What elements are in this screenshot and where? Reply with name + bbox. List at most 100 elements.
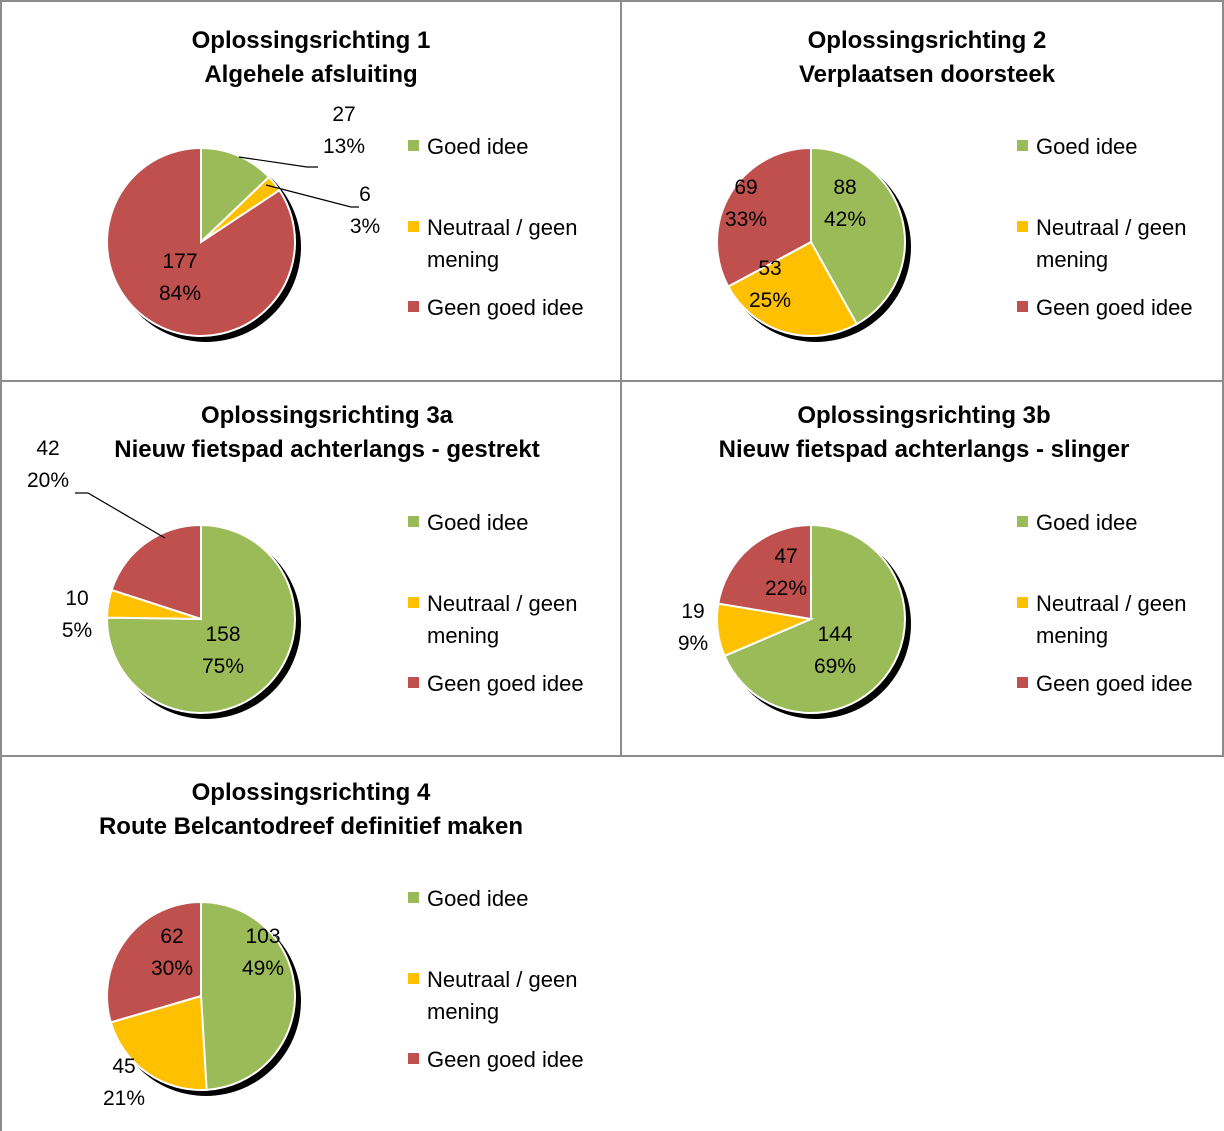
pie-slice-geen [716,146,812,288]
legend: Goed idee Neutraal / geen mening Geen goed … [408,510,584,696]
pie-chart-3: Oplossingsrichting 3a Nieuw fietspad acht… [27,402,584,719]
data-label-percent: 22% [765,577,807,600]
legend-swatch-geen [408,301,419,312]
pie-slice-neutraal [726,240,859,337]
pie-slice-goed [106,523,296,714]
data-label-value: 62 [160,925,183,948]
leader-line [265,184,359,208]
panel-3b [620,380,1224,757]
pie-slice-goed [810,146,906,326]
chart-subtitle: Nieuw fietspad achterlangs - slinger [719,436,1130,463]
pie-slice-geen [106,146,296,337]
legend-label-neutraal: Neutraal / geen mening [427,591,577,648]
legend-label-goed: Goed idee [1036,510,1138,535]
legend-label-goed: Goed idee [427,134,529,159]
legend-label-geen: Geen goed idee [1036,295,1193,320]
legend-label-neutraal: Neutraal / geen mening [1036,591,1186,648]
chart-title: Oplossingsrichting 3a [201,402,454,429]
chart-subtitle: Verplaatsen doorsteek [799,61,1056,88]
data-label-value: 10 [65,587,88,610]
panel-empty [620,755,1224,1131]
legend: Goed idee Neutraal / geen mening Geen goed … [408,886,584,1072]
chart-subtitle: Nieuw fietspad achterlangs - gestrekt [114,436,539,463]
legend: Goed idee Neutraal / geen mening Geen goed … [1017,510,1193,696]
pie-chart-1: Oplossingsrichting 1 Algehele afsluiting 2… [106,27,584,342]
legend-swatch-neutraal [1017,221,1028,232]
data-label-value: 177 [162,250,197,273]
data-label-percent: 5% [62,619,92,642]
panel-2 [620,0,1224,382]
data-label-percent: 33% [725,208,767,231]
data-label-percent: 84% [159,282,201,305]
data-label-percent: 30% [151,957,193,980]
pie-slice-neutraal [109,994,208,1091]
chart-subtitle: Route Belcantodreef definitief maken [99,813,523,840]
legend-swatch-neutraal [1017,597,1028,608]
data-label-value: 27 [332,103,355,126]
data-label-percent: 49% [242,957,284,980]
data-label-value: 103 [245,925,280,948]
chart-title: Oplossingsrichting 2 [808,27,1047,54]
legend-swatch-neutraal [408,221,419,232]
legend-label-neutraal: Neutraal / geen mening [427,215,577,272]
data-label-value: 47 [774,545,797,568]
pie-chart-2: Oplossingsrichting 2 Verplaatsen doorstee… [716,27,1193,342]
legend-label-geen: Geen goed idee [1036,671,1193,696]
chart-title: Oplossingsrichting 3b [797,402,1050,429]
pie-slice-geen [110,523,202,621]
legend-swatch-geen [1017,301,1028,312]
data-label-value: 69 [734,176,757,199]
legend-swatch-goed [1017,140,1028,151]
data-label-value: 53 [758,257,781,280]
data-label-percent: 20% [27,469,69,492]
data-label-value: 6 [359,183,371,206]
data-label-value: 158 [205,623,240,646]
legend-swatch-geen [408,1053,419,1064]
legend-label-goed: Goed idee [427,510,529,535]
legend-swatch-goed [408,140,419,151]
legend-label-geen: Geen goed idee [427,295,584,320]
data-label-value: 42 [36,437,59,460]
pie-slice-geen [106,900,202,1024]
legend-label-neutraal: Neutraal / geen mening [427,967,577,1024]
legend-swatch-goed [1017,516,1028,527]
data-label-percent: 25% [749,289,791,312]
pie-chart-4: Oplossingsrichting 3b Nieuw fietspad acht… [678,402,1193,719]
legend-swatch-neutraal [408,597,419,608]
pie-slice-geen [717,523,812,621]
chart-title: Oplossingsrichting 1 [192,27,431,54]
legend-swatch-geen [408,677,419,688]
legend: Goed idee Neutraal / geen mening Geen goed … [408,134,584,320]
chart-title: Oplossingsrichting 4 [192,779,431,806]
data-label-percent: 69% [814,655,856,678]
data-label-percent: 75% [202,655,244,678]
legend-label-goed: Goed idee [1036,134,1138,159]
data-label-value: 88 [833,176,856,199]
data-label-percent: 9% [678,632,708,655]
legend-swatch-geen [1017,677,1028,688]
data-label-value: 45 [112,1055,135,1078]
legend: Goed idee Neutraal / geen mening Geen goed … [1017,134,1193,320]
legend-swatch-goed [408,516,419,527]
data-label-value: 144 [817,623,852,646]
data-label-percent: 3% [350,215,380,238]
legend-label-neutraal: Neutraal / geen mening [1036,215,1186,272]
pie-slice-goed [723,523,906,714]
chart-subtitle: Algehele afsluiting [204,61,417,88]
legend-swatch-goed [408,892,419,903]
pie-slice-goed [200,146,271,245]
pie-chart-5: Oplossingsrichting 4 Route Belcantodreef … [99,779,584,1110]
data-label-percent: 42% [824,208,866,231]
leader-line [75,492,166,539]
legend-label-geen: Geen goed idee [427,671,584,696]
panel-1 [0,0,622,382]
data-label-value: 19 [681,600,704,623]
legend-label-geen: Geen goed idee [427,1047,584,1072]
legend-swatch-neutraal [408,973,419,984]
data-label-percent: 13% [323,135,365,158]
leader-line [238,156,318,168]
legend-label-goed: Goed idee [427,886,529,911]
pie-slice-goed [200,900,296,1091]
